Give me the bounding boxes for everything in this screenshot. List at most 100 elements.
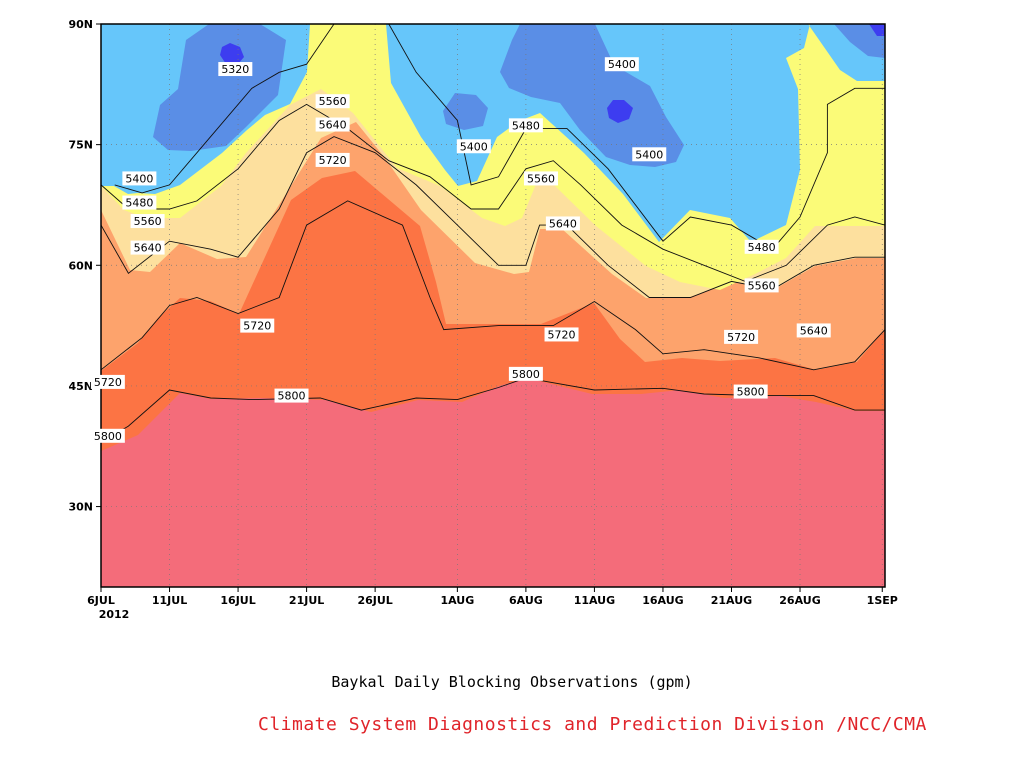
- contour-label: 5560: [744, 278, 779, 293]
- contour-label-box: [315, 152, 350, 167]
- contour-label: 5720: [240, 318, 275, 333]
- contour-label-box: [90, 374, 125, 389]
- contour-label: 5480: [122, 195, 157, 210]
- x-tick-label: 26AUG: [779, 594, 820, 607]
- credit-line: Climate System Diagnostics and Predictio…: [258, 714, 927, 735]
- contour-label-box: [523, 171, 558, 186]
- contour-label-text: 5400: [125, 172, 153, 185]
- contour-label: 5800: [90, 428, 125, 443]
- contour-label-text: 5640: [549, 217, 577, 230]
- grid-lines: [101, 24, 885, 587]
- x-tick-label: 1SEP: [867, 594, 898, 607]
- contour-label-box: [508, 118, 543, 133]
- contour-label-text: 5400: [608, 58, 636, 71]
- contour-labels: 5320 5400 5480 5560 5640 5720 5800 5560 5640 5720…: [90, 57, 831, 443]
- contour-label: 5480: [744, 239, 779, 254]
- contour-label: 5320: [218, 62, 253, 77]
- contour-label-text: 5800: [94, 430, 122, 443]
- x-tick-label: 16AUG: [642, 594, 683, 607]
- contour-label-text: 5560: [748, 279, 776, 292]
- y-tick-label: 90N: [68, 18, 93, 31]
- contour-label: 5400: [604, 57, 639, 72]
- contour-label-box: [545, 216, 580, 231]
- x-tick-label: 11JUL: [152, 594, 187, 607]
- y-tick-label: 60N: [68, 259, 93, 272]
- contour-label-box: [240, 318, 275, 333]
- contour-label: 5400: [632, 147, 667, 162]
- contour-label-text: 5400: [460, 140, 488, 153]
- contour-label-box: [724, 329, 759, 344]
- contour-label: 5720: [544, 327, 579, 342]
- contour-label-box: [733, 384, 768, 399]
- contour-label-text: 5800: [512, 368, 540, 381]
- contour-label-box: [632, 147, 667, 162]
- contour-label-text: 5720: [94, 376, 122, 389]
- contour-label-text: 5720: [727, 331, 755, 344]
- contour-label: 5640: [796, 323, 831, 338]
- x-tick-label: 16JUL: [220, 594, 255, 607]
- y-tick-label: 75N: [68, 139, 93, 152]
- contour-label: 5560: [130, 214, 165, 229]
- contour-label: 5640: [130, 240, 165, 255]
- contour-label: 5800: [274, 388, 309, 403]
- contour-label-box: [744, 278, 779, 293]
- contour-label-box: [796, 323, 831, 338]
- plot-frame: [100, 23, 886, 588]
- contour-label-text: 5640: [800, 324, 828, 337]
- contour-label-text: 5480: [125, 197, 153, 210]
- contour-label: 5400: [122, 171, 157, 186]
- contour-label: 5480: [508, 118, 543, 133]
- contour-label-text: 5800: [737, 386, 765, 399]
- contour-label-box: [130, 214, 165, 229]
- contour-line-5480: [114, 24, 885, 250]
- contour-line-5720: [101, 200, 885, 371]
- contour-label-text: 5560: [319, 95, 347, 108]
- contour-label: 5640: [315, 117, 350, 132]
- contour-label-text: 5720: [319, 154, 347, 167]
- x-tick-label: 11AUG: [574, 594, 615, 607]
- contour-label-box: [274, 388, 309, 403]
- contour-label-text: 5400: [635, 148, 663, 161]
- axes: 6JUL 11JUL 16JUL 21JUL 26JUL 1AUG 6AUG 11AUG 16A…: [68, 18, 897, 621]
- y-tick-label: 45N: [68, 380, 93, 393]
- contour-label: 5800: [733, 384, 768, 399]
- contour-label: 5640: [545, 216, 580, 231]
- contour-label-box: [508, 366, 543, 381]
- contour-label: 5800: [508, 366, 543, 381]
- contour-label-text: 5640: [134, 242, 162, 255]
- contour-label-text: 5800: [278, 390, 306, 403]
- contour-label-box: [122, 171, 157, 186]
- fill-5320-5400: [153, 24, 885, 167]
- chart-title: Baykal Daily Blocking Observations (gpm): [331, 673, 693, 691]
- contour-label-box: [456, 139, 491, 154]
- contour-label-text: 5720: [243, 320, 271, 333]
- contour-label-box: [122, 195, 157, 210]
- y-tick-label: 30N: [68, 501, 93, 514]
- x-tick-label: 6AUG: [509, 594, 543, 607]
- x-tick-label: 21JUL: [289, 594, 324, 607]
- contour-label-box: [315, 94, 350, 109]
- contour-label: 5560: [315, 94, 350, 109]
- contour-label-text: 5480: [512, 119, 540, 132]
- contour-line-5800: [101, 377, 885, 443]
- contour-label-box: [744, 239, 779, 254]
- contour-label: 5560: [523, 171, 558, 186]
- contour-line-5560: [101, 103, 885, 282]
- contour-fill-layer: [101, 24, 885, 587]
- fill-5400-5480: [101, 24, 885, 242]
- contour-label-box: [130, 240, 165, 255]
- contour-label: 5400: [456, 139, 491, 154]
- contour-label-text: 5320: [221, 63, 249, 76]
- x-tick-label: 1AUG: [440, 594, 474, 607]
- contour-label-text: 5480: [748, 241, 776, 254]
- contour-label-box: [544, 327, 579, 342]
- contour-label-text: 5640: [319, 119, 347, 132]
- contour-label-box: [90, 428, 125, 443]
- x-tick-label: 21AUG: [711, 594, 752, 607]
- contour-label-text: 5560: [527, 172, 555, 185]
- contour-label: 5720: [90, 374, 125, 389]
- contour-label-box: [315, 117, 350, 132]
- contour-label-text: 5560: [134, 215, 162, 228]
- contour-label-box: [218, 62, 253, 77]
